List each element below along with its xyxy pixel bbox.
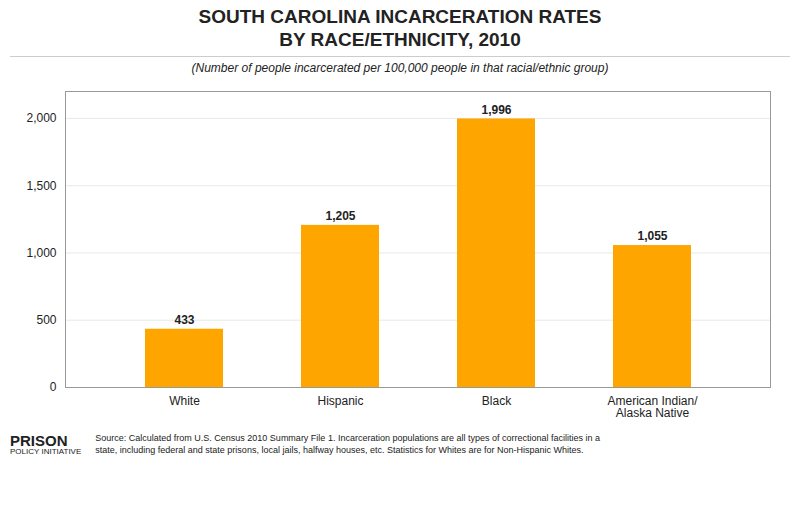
html-text:SOUTH CAROLINA INCARCERATION R: SOUTH CAROLINA INCARCERATION RATES BY RA… [198,6,602,50]
svg-text:1,055: 1,055 [637,229,667,243]
svg-text:American Indian/Alaska Native: American Indian/Alaska Native [607,394,698,420]
html-text:Source: Calculated from U.S. C: Source: Calculated from U.S. Census 2010… [95,433,600,455]
svg-text:433: 433 [174,313,194,327]
html-text:POLICY INITIATIVE: POLICY INITIATIVE [10,447,82,457]
svg-text:0: 0 [50,380,57,394]
svg-text:1,500: 1,500 [26,178,56,192]
svg-text:1,000: 1,000 [26,245,56,259]
svg-text:Black: Black [482,394,512,408]
svg-text:Hispanic: Hispanic [317,394,363,408]
html-text:PRISON: PRISON [10,431,68,449]
svg-text:1,205: 1,205 [325,209,355,223]
svg-text:White: White [169,394,200,408]
svg-text:500: 500 [36,313,56,327]
svg-text:2,000: 2,000 [26,111,56,125]
svg-text:1,996: 1,996 [481,102,511,116]
html-text:(Number of people incarcerated: (Number of people incarcerated per 100,0… [191,60,609,75]
